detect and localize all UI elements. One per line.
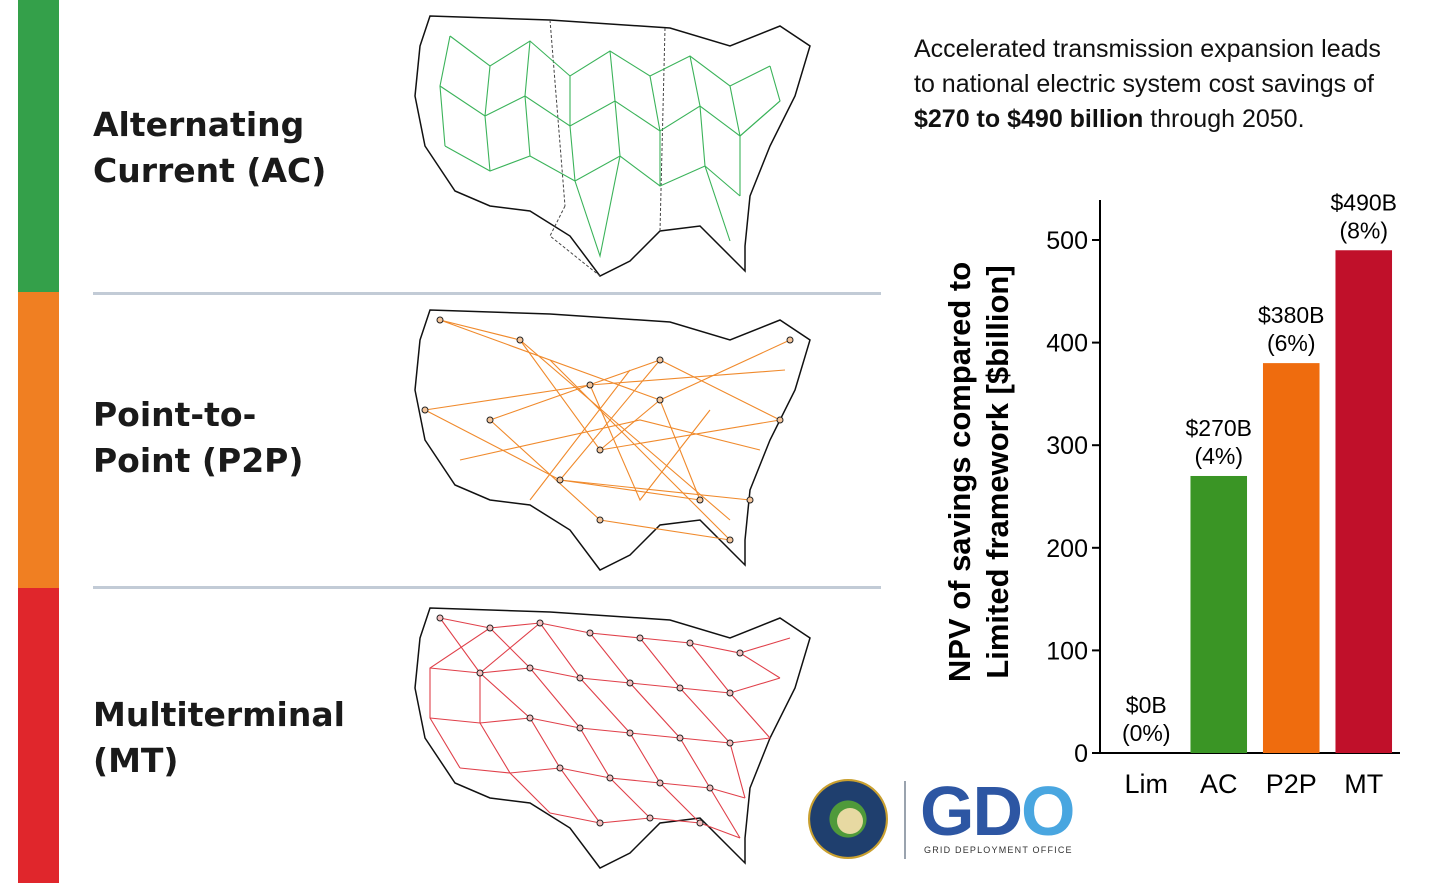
row-divider-2 xyxy=(93,586,881,589)
label-p2p: Point-to- Point (P2P) xyxy=(93,395,304,480)
label-mt: Multiterminal (MT) xyxy=(93,695,345,780)
data-label-ac-2: (4%) xyxy=(1194,443,1243,469)
headline: Accelerated transmission expansion leads… xyxy=(914,32,1434,137)
us-outline-ac xyxy=(414,15,811,277)
y-axis-title-line-2: Limited framework [$billion] xyxy=(980,265,1015,678)
data-label-ac-1: $270B xyxy=(1185,415,1252,441)
data-label-p2p-2: (6%) xyxy=(1267,330,1316,356)
y-tick-label-0: 0 xyxy=(1074,740,1088,768)
data-label-mt-2: (8%) xyxy=(1339,217,1388,243)
y-axis-title-line-1: NPV of savings compared to xyxy=(942,262,977,682)
p2p-color-band xyxy=(18,292,59,588)
data-label-lim-2: (0%) xyxy=(1122,720,1171,746)
ac-color-band xyxy=(18,0,59,292)
data-label-lim-1: $0B xyxy=(1126,692,1167,718)
mt-color-band xyxy=(18,588,59,883)
x-tick-label-p2p: P2P xyxy=(1266,769,1317,799)
map-ac xyxy=(414,15,811,277)
data-label-mt-1: $490B xyxy=(1330,189,1397,215)
y-tick-label-400: 400 xyxy=(1046,330,1088,358)
headline-highlight: $270 to $490 billion xyxy=(914,105,1144,133)
y-tick-label-500: 500 xyxy=(1046,227,1088,255)
headline-tail: through 2050. xyxy=(1143,105,1305,133)
bar-ac xyxy=(1190,475,1248,753)
gdo-subtitle: GRID DEPLOYMENT OFFICE xyxy=(924,845,1073,855)
us-outline-mt xyxy=(414,607,811,869)
y-tick-label-100: 100 xyxy=(1046,637,1088,665)
doe-seal-icon xyxy=(808,779,888,859)
x-tick-label-ac: AC xyxy=(1200,769,1238,799)
headline-line-2: to national electric system cost savings… xyxy=(914,70,1374,98)
map-p2p xyxy=(414,309,811,571)
x-tick-label-lim: Lim xyxy=(1124,769,1168,799)
logo-divider xyxy=(904,781,906,859)
bar-p2p xyxy=(1262,363,1320,753)
map-mt xyxy=(414,607,811,869)
logo-area: GDO GRID DEPLOYMENT OFFICE xyxy=(808,772,1098,865)
bar-mt xyxy=(1335,250,1393,753)
x-tick-label-mt: MT xyxy=(1344,769,1383,799)
savings-bar-chart: NPV of savings compared to Limited framew… xyxy=(942,189,1400,799)
data-label-p2p-1: $380B xyxy=(1258,302,1325,328)
headline-line-1: Accelerated transmission expansion leads xyxy=(914,35,1381,63)
gdo-logo: GDO xyxy=(920,772,1075,850)
y-tick-label-200: 200 xyxy=(1046,535,1088,563)
label-ac: Alternating Current (AC) xyxy=(93,105,327,190)
y-tick-label-300: 300 xyxy=(1046,432,1088,460)
headline-line-3: $270 to $490 billion through 2050. xyxy=(914,102,1434,137)
row-divider-1 xyxy=(93,292,881,295)
